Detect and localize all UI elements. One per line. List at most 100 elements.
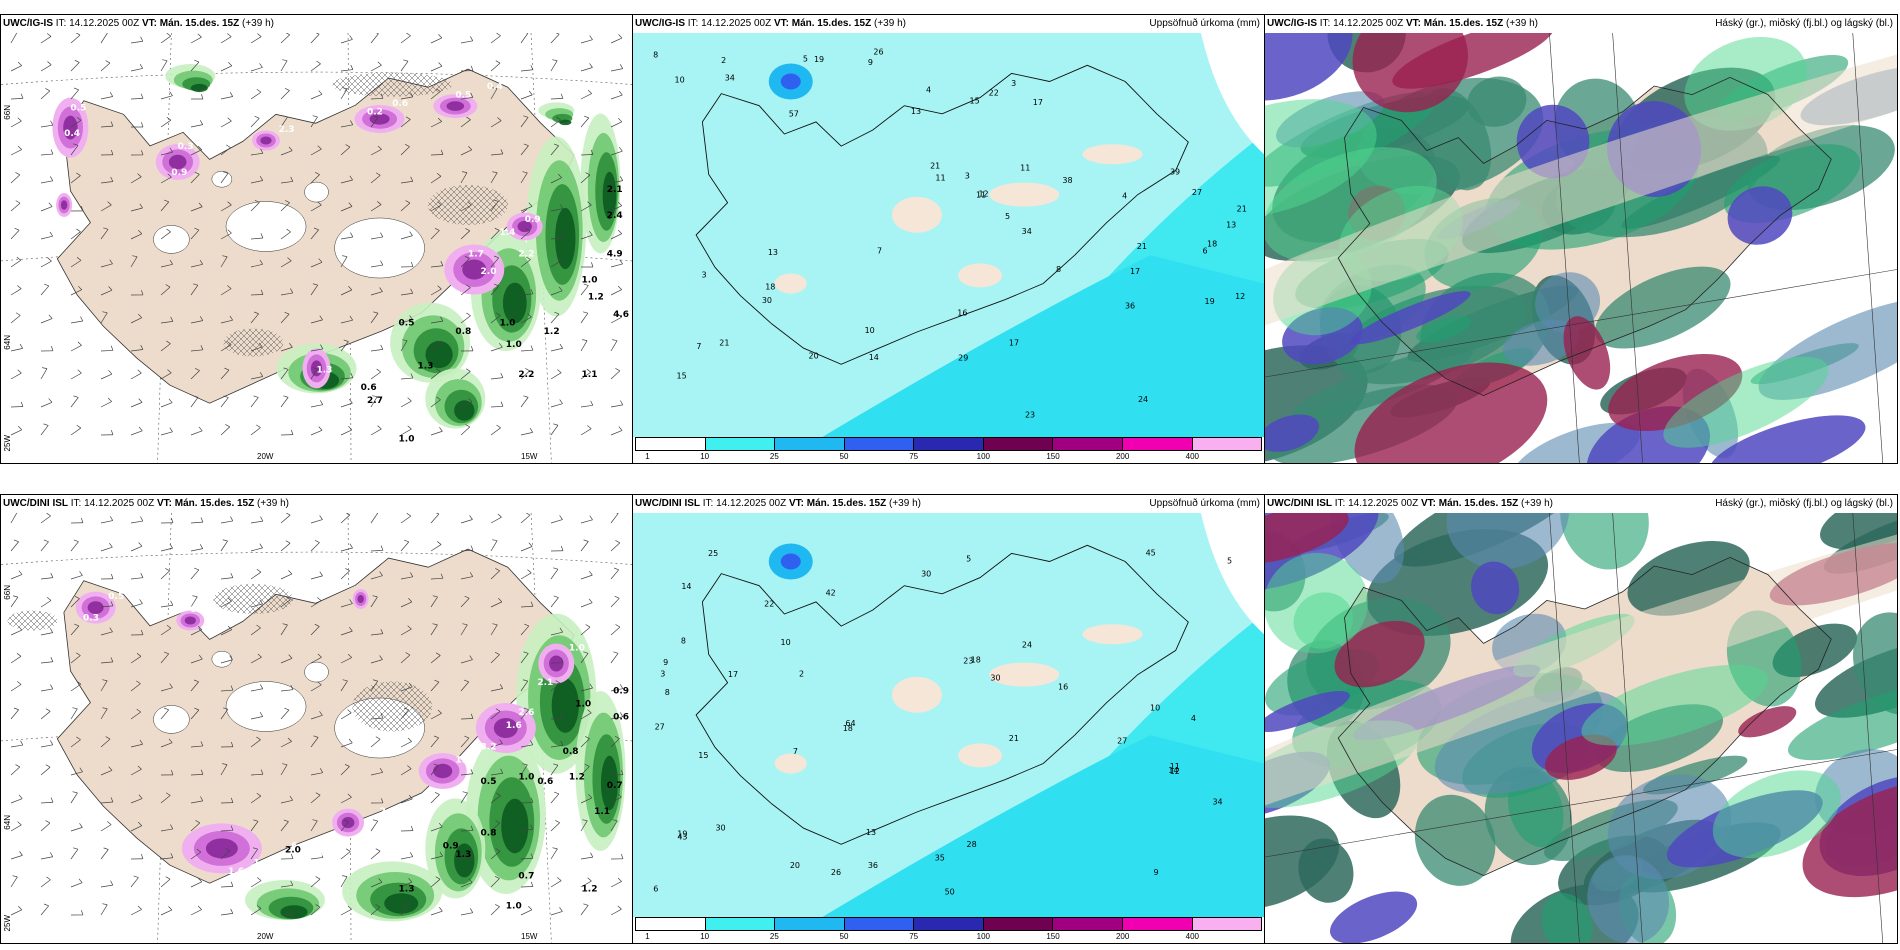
wind-barb-flag [49,628,54,633]
wind-barb-flag [467,201,472,206]
wind-barb-flag [256,88,262,93]
wind-barb-flag [138,398,143,403]
precip-value: 36 [1125,301,1135,310]
wind-barb [520,514,531,524]
colorbar-swatch [914,438,984,450]
wind-barb [370,850,381,860]
precip-band-50 [780,553,801,570]
wind-barb-flag [200,517,204,523]
wind-barb [100,289,113,296]
wind-barb-flag [408,682,413,688]
wind-barb [340,570,350,580]
precip-band-50 [780,73,801,90]
wind-barb [10,798,23,804]
wind-barb [220,36,232,44]
wind-barb [610,289,622,296]
wind-barb-flag [319,315,323,321]
precip-value: 4 [1191,714,1196,723]
wind-barb-flag [493,199,499,202]
wind-barb-flag [380,629,384,634]
wind-barb [340,514,351,524]
wind-barb-flag [372,679,378,682]
panel-title: UWC/IG-IS IT: 14.12.2025 00Z VT: Mán. 15… [1267,18,1538,29]
mixed-precip-hatch [213,584,294,614]
wind-barb [430,265,443,268]
wind-barb-flag [319,515,323,520]
precip-value: 18 [843,724,853,733]
wind-barb [550,569,559,580]
wind-barb-flag [375,904,381,908]
wind-barb [160,909,173,916]
wind-barb-flag [438,34,443,39]
wind-barb [130,68,143,72]
wind-barb [280,313,290,324]
wind-barb-flag [13,539,19,543]
wind-barb [430,91,441,100]
wind-barb [10,744,23,748]
wind-barb [280,260,292,268]
wind-barb-flag [381,798,384,804]
wind-barb-flag [530,881,534,887]
precip-value: 13 [768,248,778,257]
wind-barb-flag [283,819,289,822]
wind-barb-flag [555,680,561,684]
wind-barb [490,850,501,860]
wind-barb-flag [495,708,501,712]
map-area: 0.5 0.4 0.3 0.9 2.3 0.2 0.6 0.5 0.4 1.7 2.0 0.9 1.4 2… [1,33,632,463]
wind-barb [580,519,593,524]
wind-barb-flag [617,201,622,206]
wind-barb [280,90,290,100]
wind-barb [10,120,22,128]
wind-barb-flag [617,905,622,910]
wind-barb [220,256,228,268]
wind-barb [220,319,233,324]
wind-barb-flag [530,601,534,607]
wind-barb-flag [139,739,143,745]
wind-barb [490,540,498,552]
wind-barb [100,738,111,748]
wind-barb [400,856,413,860]
wind-barb [250,520,263,524]
lead-time: (+39 h) [889,498,921,509]
wind-barb [70,848,79,860]
wind-barb [280,34,291,44]
wind-barb-flag [230,825,234,831]
wind-barb [40,822,51,832]
wind-barb [280,709,290,720]
wind-barb [250,91,262,100]
colorbar-tick: 400 [1185,452,1200,461]
wind-barb-flag [319,711,323,716]
wind-barb [400,654,411,664]
wind-barb [370,33,379,44]
wind-barb-flag [227,117,232,122]
wind-barb-flag [141,150,144,156]
wind-barb-flag [139,599,143,604]
snow-area [184,616,196,625]
wind-barb-flag [133,875,139,878]
rain-area [600,755,618,811]
wind-barb-flag [140,853,144,859]
precip-value: 19 [1204,297,1214,306]
wind-barb [280,397,289,408]
colorbar-labels: 1 10 25 50 75 100 150 200 400 [635,932,1262,941]
wind-barb-flag [136,653,142,657]
wind-barb [310,284,319,296]
wind-barb-flag [108,370,113,375]
wind-barb-flag [439,907,443,912]
wind-barb-flag [500,372,504,378]
wind-barb [430,230,440,240]
wind-barb-flag [282,623,288,626]
wind-barb [460,882,473,888]
wind-barb [160,795,171,804]
wind-barb [400,61,409,72]
wind-barb-flag [50,852,54,857]
precip-value: 17 [1130,267,1140,276]
wind-barb [310,93,323,100]
wind-barb [190,800,203,804]
wind-barb [340,547,353,552]
wind-barb-flag [349,315,353,321]
wind-barb-flag [227,285,232,289]
wind-barb [370,575,383,580]
wind-barb-flag [197,905,202,910]
wind-barb [280,116,288,128]
